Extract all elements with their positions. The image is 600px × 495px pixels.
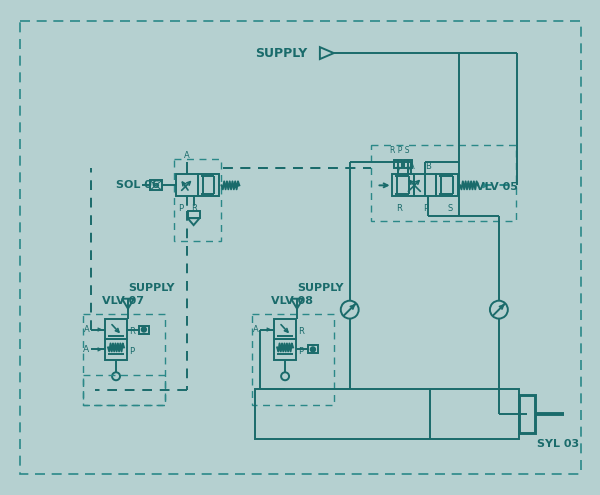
- Text: A: A: [253, 325, 258, 334]
- Bar: [174, 159, 221, 241]
- Bar: [404, 160, 412, 168]
- Text: VLV 08: VLV 08: [271, 296, 313, 306]
- Text: SUPPLY: SUPPLY: [128, 283, 175, 293]
- Bar: [308, 346, 318, 353]
- Bar: [371, 145, 516, 221]
- Text: R: R: [298, 327, 304, 336]
- Text: R: R: [129, 327, 135, 336]
- Text: S: S: [448, 204, 453, 213]
- Bar: [274, 340, 296, 360]
- Text: SYL 03: SYL 03: [536, 439, 579, 449]
- Bar: [105, 319, 127, 340]
- Bar: [139, 326, 149, 334]
- Text: SOL 06: SOL 06: [116, 180, 160, 191]
- Bar: [188, 211, 200, 218]
- Text: VLV 07: VLV 07: [102, 296, 144, 306]
- Bar: [274, 319, 296, 340]
- Text: R: R: [397, 204, 403, 213]
- Text: R: R: [191, 204, 197, 213]
- Text: SUPPLY: SUPPLY: [297, 283, 344, 293]
- Circle shape: [142, 327, 146, 332]
- Bar: [83, 375, 165, 405]
- Bar: [150, 180, 162, 190]
- Text: R P S: R P S: [389, 146, 409, 154]
- Text: A: A: [83, 325, 89, 334]
- Circle shape: [310, 347, 316, 352]
- Text: P: P: [129, 347, 134, 356]
- Bar: [415, 174, 436, 197]
- Bar: [519, 395, 535, 433]
- Text: P: P: [423, 204, 428, 213]
- Text: P: P: [178, 204, 183, 213]
- Bar: [394, 160, 403, 168]
- Bar: [252, 314, 334, 405]
- Text: B: B: [425, 162, 431, 171]
- Bar: [176, 174, 197, 197]
- Bar: [436, 174, 458, 197]
- Bar: [197, 174, 220, 197]
- Text: A: A: [184, 151, 190, 160]
- Text: A: A: [83, 345, 89, 354]
- Text: P: P: [298, 347, 303, 356]
- Bar: [392, 174, 415, 197]
- Text: A: A: [409, 162, 414, 171]
- Bar: [83, 314, 165, 405]
- Text: VLV 05: VLV 05: [476, 182, 518, 193]
- Bar: [255, 389, 519, 439]
- Text: SUPPLY: SUPPLY: [255, 47, 308, 59]
- Bar: [105, 340, 127, 360]
